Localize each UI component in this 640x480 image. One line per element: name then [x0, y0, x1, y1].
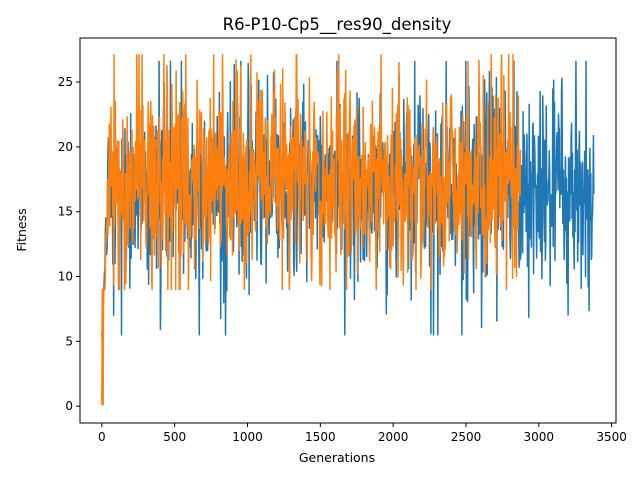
- y-axis: 0 5 10 15 20 25: [58, 75, 80, 413]
- y-tick-label: 15: [58, 205, 73, 219]
- x-tick-label: 3000: [524, 430, 555, 444]
- x-axis-label: Generations: [299, 450, 375, 465]
- x-tick-label: 1000: [232, 430, 263, 444]
- series-layer: [101, 54, 595, 406]
- series-2-line: [101, 54, 522, 406]
- chart-title: R6-P10-Cp5__res90_density: [223, 15, 452, 35]
- y-tick-label: 20: [58, 140, 73, 154]
- plot-frame: [79, 37, 617, 424]
- x-tick-label: 0: [98, 430, 106, 444]
- x-tick-label: 500: [163, 430, 186, 444]
- y-tick-label: 10: [58, 270, 73, 284]
- y-tick-label: 5: [65, 334, 73, 348]
- y-axis-label: Fitness: [14, 208, 29, 251]
- x-tick-label: 2000: [378, 430, 409, 444]
- y-tick-label: 25: [58, 75, 73, 89]
- x-tick-label: 2500: [451, 430, 482, 444]
- y-tick-label: 0: [65, 399, 73, 413]
- x-tick-label: 1500: [305, 430, 336, 444]
- x-axis: 0 500 1000 1500 2000 2500 3000 3500: [98, 423, 627, 444]
- x-tick-label: 3500: [596, 430, 627, 444]
